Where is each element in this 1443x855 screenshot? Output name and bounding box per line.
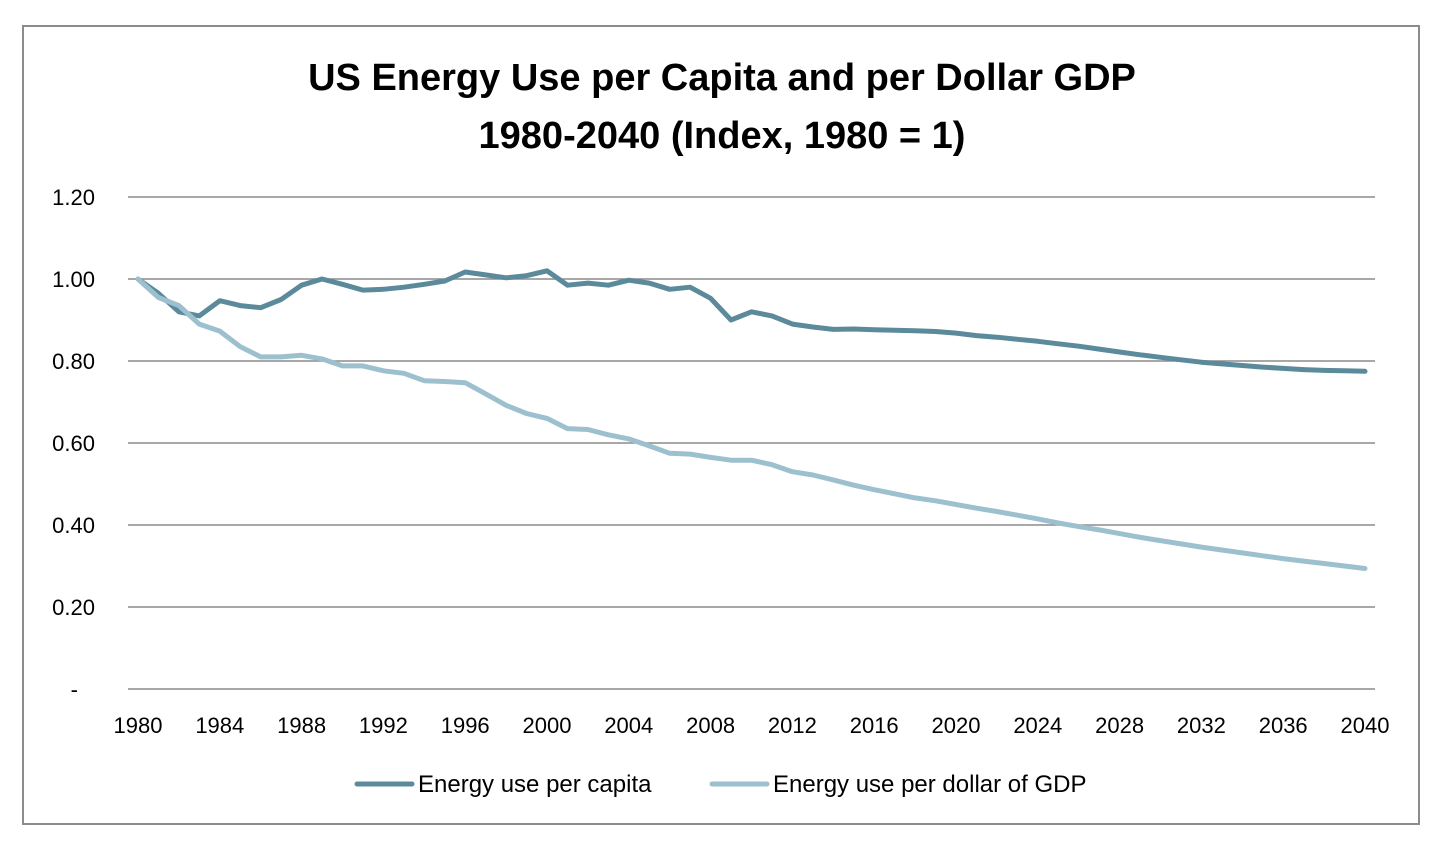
y-tick-label: - [71, 677, 78, 702]
y-axis-ticks: - 0.20 0.40 0.60 0.80 1.00 1.20 [52, 185, 95, 702]
x-tick-label: 1996 [441, 713, 490, 738]
y-tick-label: 0.60 [52, 431, 95, 456]
x-axis-ticks: 1980 1984 1988 1992 1996 2000 2004 2008 2012 2016… [114, 713, 1390, 738]
x-tick-label: 2012 [768, 713, 817, 738]
x-tick-label: 2020 [932, 713, 981, 738]
x-tick-label: 1992 [359, 713, 408, 738]
series-lines [135, 268, 1368, 571]
series-line-energy-per-capita [135, 268, 1368, 374]
x-tick-label: 1988 [277, 713, 326, 738]
x-tick-label: 1984 [195, 713, 244, 738]
y-tick-label: 1.20 [52, 185, 95, 210]
x-tick-label: 2004 [604, 713, 653, 738]
x-tick-label: 1980 [114, 713, 163, 738]
series-line-energy-per-gdp [135, 276, 1368, 571]
x-tick-label: 2028 [1095, 713, 1144, 738]
x-tick-label: 2040 [1341, 713, 1390, 738]
y-tick-label: 1.00 [52, 267, 95, 292]
chart-title-line-1: US Energy Use per Capita and per Dollar … [308, 57, 1136, 99]
chart-frame [22, 25, 1420, 825]
y-tick-label: 0.40 [52, 513, 95, 538]
y-tick-label: 0.20 [52, 595, 95, 620]
x-tick-label: 2032 [1177, 713, 1226, 738]
x-tick-label: 2000 [523, 713, 572, 738]
chart-title-line-2: 1980-2040 (Index, 1980 = 1) [479, 115, 966, 157]
legend: Energy use per capita Energy use per dol… [354, 771, 1087, 798]
x-tick-label: 2024 [1013, 713, 1062, 738]
gridlines [128, 196, 1375, 690]
legend-label-energy-per-capita: Energy use per capita [418, 771, 652, 798]
y-tick-label: 0.80 [52, 349, 95, 374]
x-tick-label: 2008 [686, 713, 735, 738]
legend-label-energy-per-gdp: Energy use per dollar of GDP [773, 771, 1087, 798]
x-tick-label: 2036 [1259, 713, 1308, 738]
x-tick-label: 2016 [850, 713, 899, 738]
